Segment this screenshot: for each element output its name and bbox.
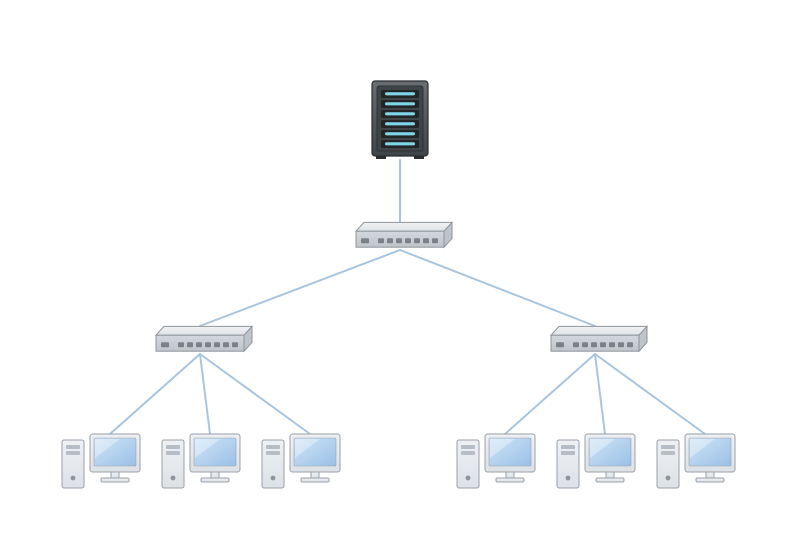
- edges-layer: [110, 160, 705, 434]
- pc-icon: [557, 434, 635, 488]
- pc-icon: [657, 434, 735, 488]
- edge: [505, 354, 595, 434]
- pc-icon: [457, 434, 535, 488]
- nodes-layer: [62, 81, 735, 488]
- edge: [200, 250, 400, 326]
- edge: [595, 354, 605, 434]
- edge: [595, 354, 705, 434]
- switch-icon: [551, 326, 647, 351]
- edge: [110, 354, 200, 434]
- pc-icon: [262, 434, 340, 488]
- edge: [200, 354, 310, 434]
- edge: [200, 354, 210, 434]
- network-diagram: [0, 0, 800, 554]
- pc-icon: [62, 434, 140, 488]
- server-icon: [372, 81, 428, 159]
- switch-icon: [156, 326, 252, 351]
- pc-icon: [162, 434, 240, 488]
- switch-icon: [356, 222, 452, 247]
- edge: [400, 250, 595, 326]
